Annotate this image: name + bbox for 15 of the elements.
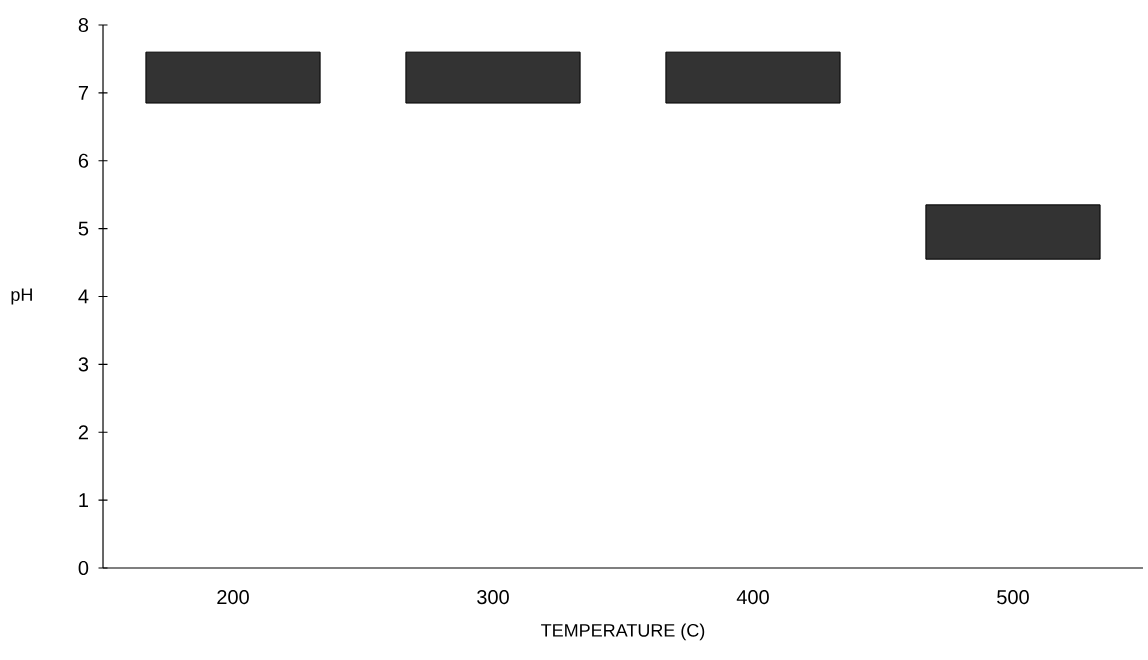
y-axis-title: pH xyxy=(11,288,32,305)
y-tick-label: 1 xyxy=(79,493,88,507)
y-tick-label: 2 xyxy=(78,425,88,440)
x-tick-label: 300 xyxy=(477,590,509,605)
y-tick-label: 4 xyxy=(78,289,89,304)
y-tick-label: 3 xyxy=(78,357,89,372)
y-tick-label: 7 xyxy=(78,85,88,100)
y-tick-label: 6 xyxy=(78,153,89,168)
y-tick-label: 5 xyxy=(78,221,89,236)
y-tick-label: 8 xyxy=(78,17,89,33)
x-tick-label: 500 xyxy=(997,590,1029,605)
y-tick-label: 0 xyxy=(78,560,89,576)
x-tick-label: 200 xyxy=(217,590,249,605)
x-tick-label: 400 xyxy=(736,590,769,605)
x-axis-title: TEMPERATURE (C) xyxy=(541,623,705,641)
